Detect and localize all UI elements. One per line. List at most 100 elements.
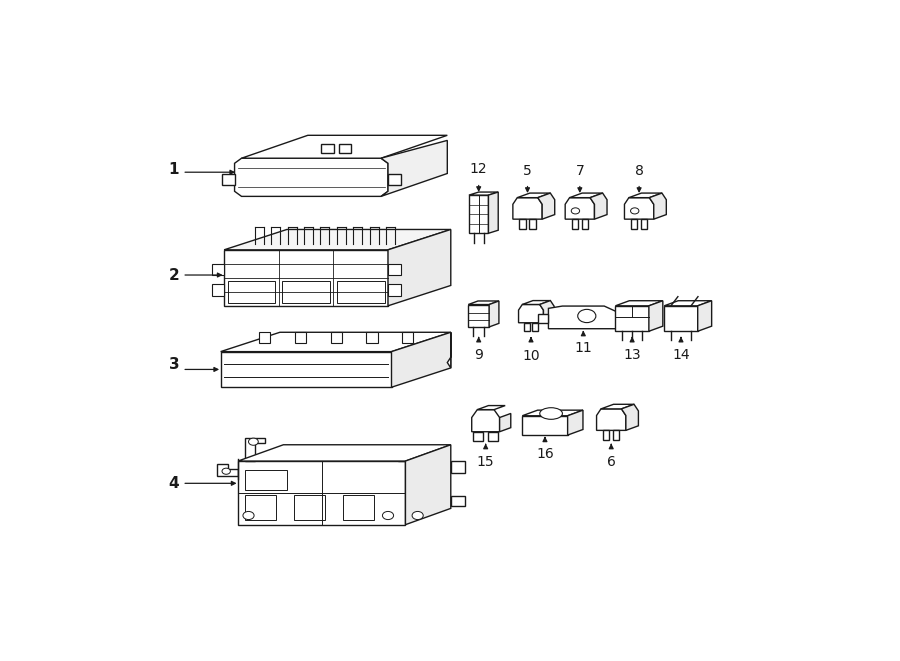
Text: 6: 6 <box>607 455 616 469</box>
Polygon shape <box>235 158 388 196</box>
Polygon shape <box>451 496 464 506</box>
Polygon shape <box>238 445 451 461</box>
Bar <box>581 219 588 229</box>
Polygon shape <box>522 301 551 305</box>
Circle shape <box>572 208 580 214</box>
Circle shape <box>578 309 596 323</box>
Bar <box>533 323 538 331</box>
Polygon shape <box>518 193 550 198</box>
Polygon shape <box>451 461 464 473</box>
Polygon shape <box>622 405 638 430</box>
Bar <box>529 219 535 229</box>
Circle shape <box>248 438 258 446</box>
Polygon shape <box>540 301 554 323</box>
Text: 3: 3 <box>168 357 179 372</box>
Text: 16: 16 <box>536 447 554 461</box>
Bar <box>283 281 330 303</box>
Polygon shape <box>447 332 451 368</box>
Polygon shape <box>618 308 631 329</box>
Bar <box>473 432 483 441</box>
Polygon shape <box>405 445 451 525</box>
Polygon shape <box>590 193 607 219</box>
Polygon shape <box>217 463 238 477</box>
Text: 1: 1 <box>168 162 179 177</box>
Polygon shape <box>616 306 649 331</box>
Bar <box>388 284 400 295</box>
Polygon shape <box>601 405 634 409</box>
Text: 11: 11 <box>574 342 592 356</box>
Bar <box>388 174 400 185</box>
Polygon shape <box>649 301 662 331</box>
Polygon shape <box>388 229 451 306</box>
Polygon shape <box>468 305 490 327</box>
Polygon shape <box>548 306 618 329</box>
Polygon shape <box>664 301 712 306</box>
Polygon shape <box>381 140 447 196</box>
Text: 5: 5 <box>523 163 532 178</box>
Bar <box>338 143 351 153</box>
Polygon shape <box>220 352 392 387</box>
Bar <box>524 323 529 331</box>
Bar <box>321 143 334 153</box>
Polygon shape <box>402 332 413 343</box>
Polygon shape <box>245 438 265 461</box>
Circle shape <box>412 512 423 520</box>
Polygon shape <box>241 136 447 158</box>
Polygon shape <box>513 198 542 219</box>
Polygon shape <box>295 332 306 343</box>
Bar <box>293 495 325 520</box>
Text: 12: 12 <box>470 162 488 176</box>
Polygon shape <box>650 193 666 219</box>
Bar <box>337 281 384 303</box>
Polygon shape <box>568 410 583 435</box>
Circle shape <box>243 512 254 520</box>
Polygon shape <box>469 195 489 233</box>
Bar <box>343 495 374 520</box>
Bar <box>212 284 224 295</box>
Text: 15: 15 <box>477 455 494 469</box>
Ellipse shape <box>540 408 562 419</box>
Polygon shape <box>224 229 451 250</box>
Bar <box>222 174 235 185</box>
Bar <box>613 430 619 440</box>
Circle shape <box>222 468 230 475</box>
Text: 10: 10 <box>522 349 540 363</box>
Bar <box>245 495 276 520</box>
Bar <box>489 432 499 441</box>
Text: 4: 4 <box>168 476 179 491</box>
Polygon shape <box>469 192 499 195</box>
Polygon shape <box>538 315 548 323</box>
Text: 9: 9 <box>474 348 483 362</box>
Bar <box>572 219 578 229</box>
Bar <box>245 470 287 490</box>
Bar <box>388 264 400 275</box>
Polygon shape <box>616 301 662 306</box>
Polygon shape <box>698 301 712 331</box>
Polygon shape <box>625 198 653 219</box>
Text: 14: 14 <box>672 348 689 362</box>
Polygon shape <box>468 301 499 305</box>
Text: 2: 2 <box>168 268 179 282</box>
Polygon shape <box>500 414 511 432</box>
Polygon shape <box>489 192 499 233</box>
Polygon shape <box>330 332 342 343</box>
Polygon shape <box>392 332 451 387</box>
Bar <box>603 430 609 440</box>
Polygon shape <box>522 416 568 435</box>
Circle shape <box>382 512 393 520</box>
Polygon shape <box>518 305 544 323</box>
Polygon shape <box>538 193 554 219</box>
Bar <box>228 281 275 303</box>
Polygon shape <box>618 315 629 323</box>
Polygon shape <box>399 447 414 461</box>
Polygon shape <box>629 193 661 198</box>
Text: 7: 7 <box>575 163 584 178</box>
Polygon shape <box>224 250 388 306</box>
Polygon shape <box>477 406 505 410</box>
Polygon shape <box>220 332 451 352</box>
Bar <box>631 219 637 229</box>
Bar <box>641 219 647 229</box>
Bar <box>212 264 224 275</box>
Polygon shape <box>472 410 500 432</box>
Text: 8: 8 <box>634 163 644 178</box>
